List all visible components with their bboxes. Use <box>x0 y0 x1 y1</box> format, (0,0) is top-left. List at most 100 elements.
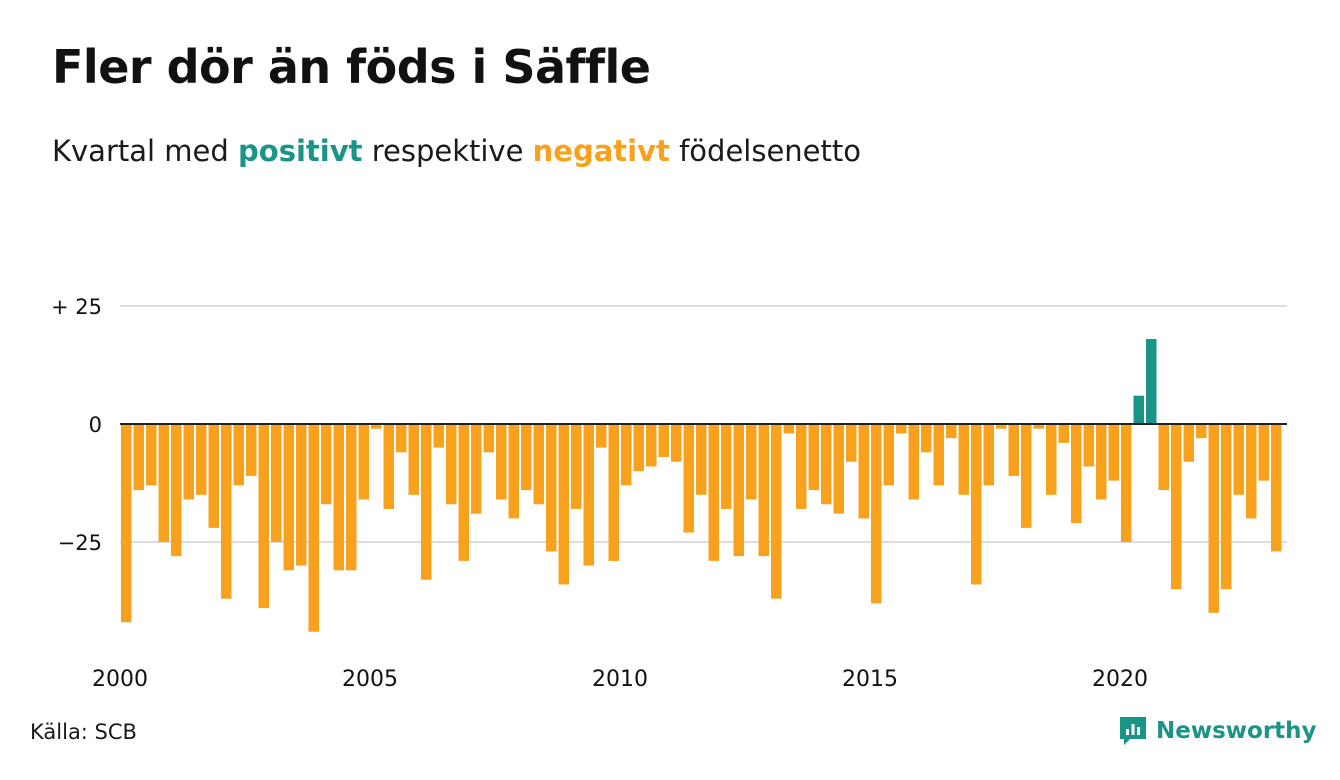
bar <box>783 424 794 434</box>
bar <box>371 424 382 429</box>
bar <box>458 424 469 561</box>
bar <box>821 424 832 505</box>
bar <box>1058 424 1069 443</box>
bar <box>358 424 369 500</box>
bar <box>571 424 582 509</box>
bar <box>558 424 569 585</box>
subtitle-negative-word: negativt <box>532 134 670 168</box>
bar <box>1171 424 1182 590</box>
bar <box>283 424 294 571</box>
bar <box>746 424 757 500</box>
bar <box>396 424 407 453</box>
bar <box>171 424 182 557</box>
bar <box>546 424 557 552</box>
bar <box>508 424 519 519</box>
subtitle-positive-word: positivt <box>238 134 363 168</box>
bar <box>1096 424 1107 500</box>
bar <box>1046 424 1057 495</box>
bar <box>1071 424 1082 524</box>
bar <box>121 424 132 623</box>
bar <box>1108 424 1119 481</box>
subtitle-middle: respektive <box>362 134 533 168</box>
bar <box>408 424 419 495</box>
bar <box>1146 339 1157 424</box>
bar <box>758 424 769 557</box>
bar <box>933 424 944 486</box>
bar <box>871 424 882 604</box>
bar <box>908 424 919 500</box>
brand-name: Newsworthy <box>1156 718 1317 744</box>
bar <box>208 424 219 528</box>
bar <box>233 424 244 486</box>
x-tick-label: 2000 <box>92 667 148 692</box>
bar <box>383 424 394 509</box>
x-tick-label: 2010 <box>592 667 648 692</box>
x-tick-label: 2015 <box>842 667 898 692</box>
bar <box>958 424 969 495</box>
newsworthy-logo[interactable]: Newsworthy <box>1118 712 1317 750</box>
bar <box>1008 424 1019 476</box>
subtitle-suffix: födelsenetto <box>669 134 861 168</box>
bar <box>1021 424 1032 528</box>
bar <box>296 424 307 566</box>
bar <box>721 424 732 509</box>
bar <box>946 424 957 439</box>
bar <box>1083 424 1094 467</box>
bar <box>583 424 594 566</box>
bar <box>1258 424 1269 481</box>
bar <box>833 424 844 514</box>
bar <box>708 424 719 561</box>
bar <box>858 424 869 519</box>
bar <box>346 424 357 571</box>
bar <box>971 424 982 585</box>
bar <box>1221 424 1232 590</box>
bar <box>221 424 232 599</box>
bar <box>433 424 444 448</box>
bar <box>1133 395 1144 424</box>
x-tick-label: 2020 <box>1092 667 1148 692</box>
bar <box>658 424 669 458</box>
bar <box>608 424 619 561</box>
bar <box>621 424 632 486</box>
bar <box>1121 424 1132 542</box>
bar <box>696 424 707 495</box>
bar <box>671 424 682 462</box>
bar <box>808 424 819 491</box>
bar <box>321 424 332 505</box>
bar <box>133 424 144 491</box>
bar <box>646 424 657 467</box>
bar <box>183 424 194 500</box>
y-tick-label: + 25 <box>51 295 102 319</box>
bar <box>683 424 694 533</box>
y-tick-label: 0 <box>89 413 102 437</box>
bar <box>1158 424 1169 491</box>
bar <box>983 424 994 486</box>
x-tick-label: 2005 <box>342 667 398 692</box>
chart-subtitle: Kvartal med positivt respektive negativt… <box>52 134 861 168</box>
bar <box>421 424 432 580</box>
bar <box>1233 424 1244 495</box>
bar <box>333 424 344 571</box>
bar <box>158 424 169 542</box>
bar <box>246 424 257 476</box>
bar <box>471 424 482 514</box>
x-axis-labels: 2000 2005 2010 2015 2020 <box>92 667 1148 692</box>
bar <box>271 424 282 542</box>
bar <box>846 424 857 462</box>
bar <box>521 424 532 491</box>
bar <box>883 424 894 486</box>
bar <box>533 424 544 505</box>
bar <box>1246 424 1257 519</box>
bar <box>771 424 782 599</box>
bars <box>121 339 1282 632</box>
bar <box>633 424 644 472</box>
subtitle-prefix: Kvartal med <box>52 134 239 168</box>
chart-title: Fler dör än föds i Säffle <box>52 40 651 94</box>
bar <box>483 424 494 453</box>
bar <box>446 424 457 505</box>
y-tick-label: −25 <box>58 531 102 555</box>
bar <box>796 424 807 509</box>
bar <box>1033 424 1044 429</box>
bar <box>308 424 319 632</box>
